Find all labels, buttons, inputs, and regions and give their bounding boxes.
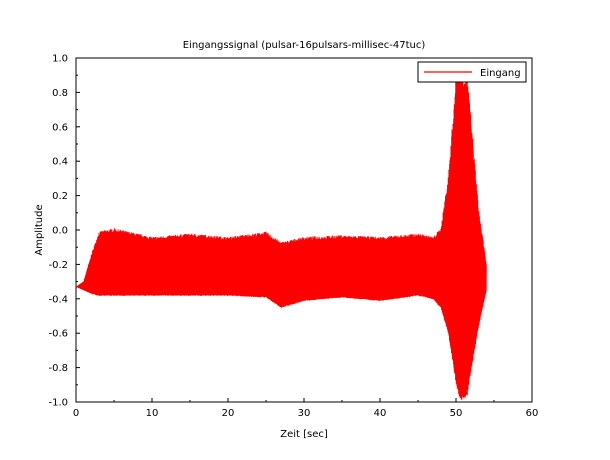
signal-layer: [75, 68, 487, 400]
x-tick-label: 0: [73, 408, 79, 419]
x-tick-label: 40: [374, 408, 387, 419]
x-tick-label: 30: [298, 408, 311, 419]
legend-label-eingang: Eingang: [480, 68, 521, 79]
y-tick-label: 0.6: [52, 122, 68, 133]
y-tick-label: 0.0: [52, 226, 68, 237]
legend: Eingang: [417, 61, 527, 83]
x-tick-label: 50: [450, 408, 463, 419]
x-tick-label: 60: [526, 408, 539, 419]
y-tick-label: 1.0: [52, 54, 68, 65]
y-axis-label: Amplitude: [34, 204, 45, 255]
y-axis: -1.0 -0.8 -0.6 -0.4 -0.2 0.0 0.2 0.4 0.6 0.8 1.0: [48, 54, 80, 409]
y-tick-label: -0.2: [48, 260, 68, 271]
series-line-eingang: [75, 68, 487, 400]
x-axis-label: Zeit [sec]: [280, 429, 328, 440]
chart-title: Eingangssignal (pulsar-16pulsars-millise…: [183, 40, 426, 51]
x-tick-label: 10: [146, 408, 159, 419]
y-tick-label: -0.8: [48, 363, 68, 374]
y-tick-label: 0.8: [52, 88, 68, 99]
y-tick-label: -0.6: [48, 329, 68, 340]
y-tick-label: 0.2: [52, 191, 68, 202]
y-tick-label: -0.4: [48, 294, 68, 305]
x-axis: 0 10 20 30 40 50 60: [73, 398, 539, 419]
y-tick-label: 0.4: [52, 157, 68, 168]
x-tick-label: 20: [222, 408, 235, 419]
y-tick-label: -1.0: [48, 398, 68, 409]
